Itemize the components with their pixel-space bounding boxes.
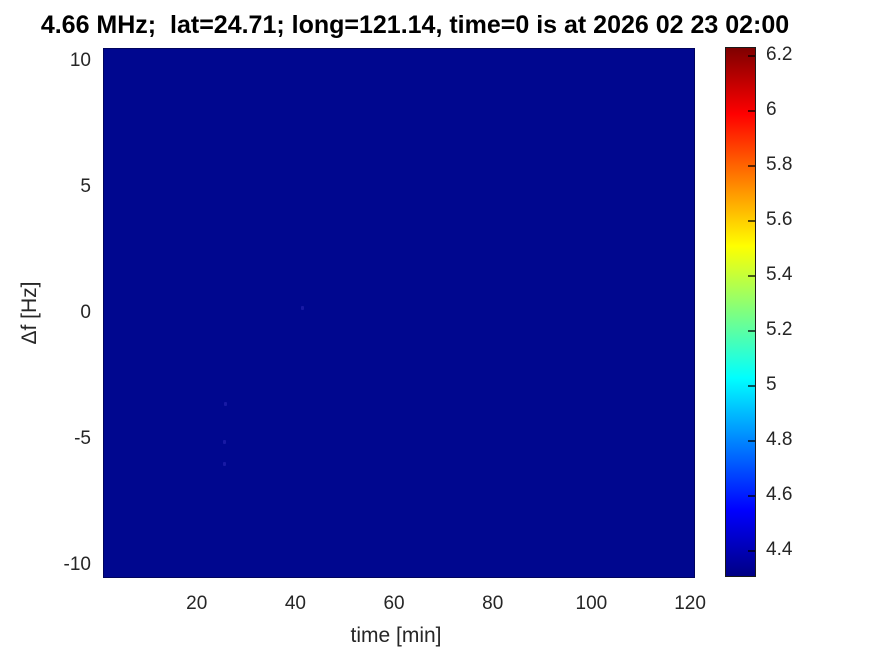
x-tick-label: 20 [186, 593, 208, 614]
colorbar-tick-label: 5.6 [766, 209, 793, 230]
colorbar-tick-mark [748, 549, 755, 552]
colorbar-tick-mark [748, 494, 755, 497]
x-tick-label: 120 [674, 593, 706, 614]
colorbar-tick-label: 4.6 [766, 483, 793, 505]
colorbar-tick-label: 4.4 [766, 538, 793, 560]
y-tick-label: 10 [69, 49, 91, 71]
y-tick-label: 5 [80, 175, 91, 197]
heatmap-field [103, 48, 695, 578]
colorbar-tick-mark [748, 220, 755, 222]
colorbar-tick-label: 5 [766, 373, 777, 395]
colorbar-tick-mark [748, 274, 755, 277]
y-tick-label: -10 [63, 554, 91, 576]
x-tick-label: 60 [383, 593, 405, 614]
colorbar-tick-label: 4.8 [766, 428, 793, 450]
x-tick-label: 80 [482, 593, 504, 614]
x-tick-label: 40 [284, 593, 306, 614]
colorbar-tick-mark [748, 55, 755, 58]
colorbar-tick-mark [748, 110, 755, 113]
colorbar-tick-label: 5.2 [766, 318, 793, 340]
colorbar-tick-label: 6 [766, 99, 777, 121]
colorbar-tick-mark [748, 384, 755, 387]
anomaly-dot [301, 305, 305, 310]
anomaly-dot [222, 439, 226, 444]
colorbar [725, 47, 756, 577]
anomaly-dot [223, 401, 227, 406]
colorbar-tick-label: 6.2 [766, 44, 793, 66]
plot-title: 4.66 MHz; lat=24.71; long=121.14, time=0… [40, 11, 790, 39]
anomaly-dot [222, 462, 226, 467]
x-tick-label: 100 [575, 593, 608, 614]
colorbar-tick-label: 5.8 [766, 154, 793, 176]
colorbar-tick-mark [748, 165, 755, 168]
colorbar-tick-mark [748, 439, 755, 442]
colorbar-tick-mark [748, 329, 755, 332]
x-axis-label: time [min] [350, 624, 442, 647]
y-tick-label: -5 [74, 428, 91, 450]
colorbar-tick-label: 5.4 [766, 263, 793, 285]
y-tick-label: 0 [80, 302, 91, 323]
